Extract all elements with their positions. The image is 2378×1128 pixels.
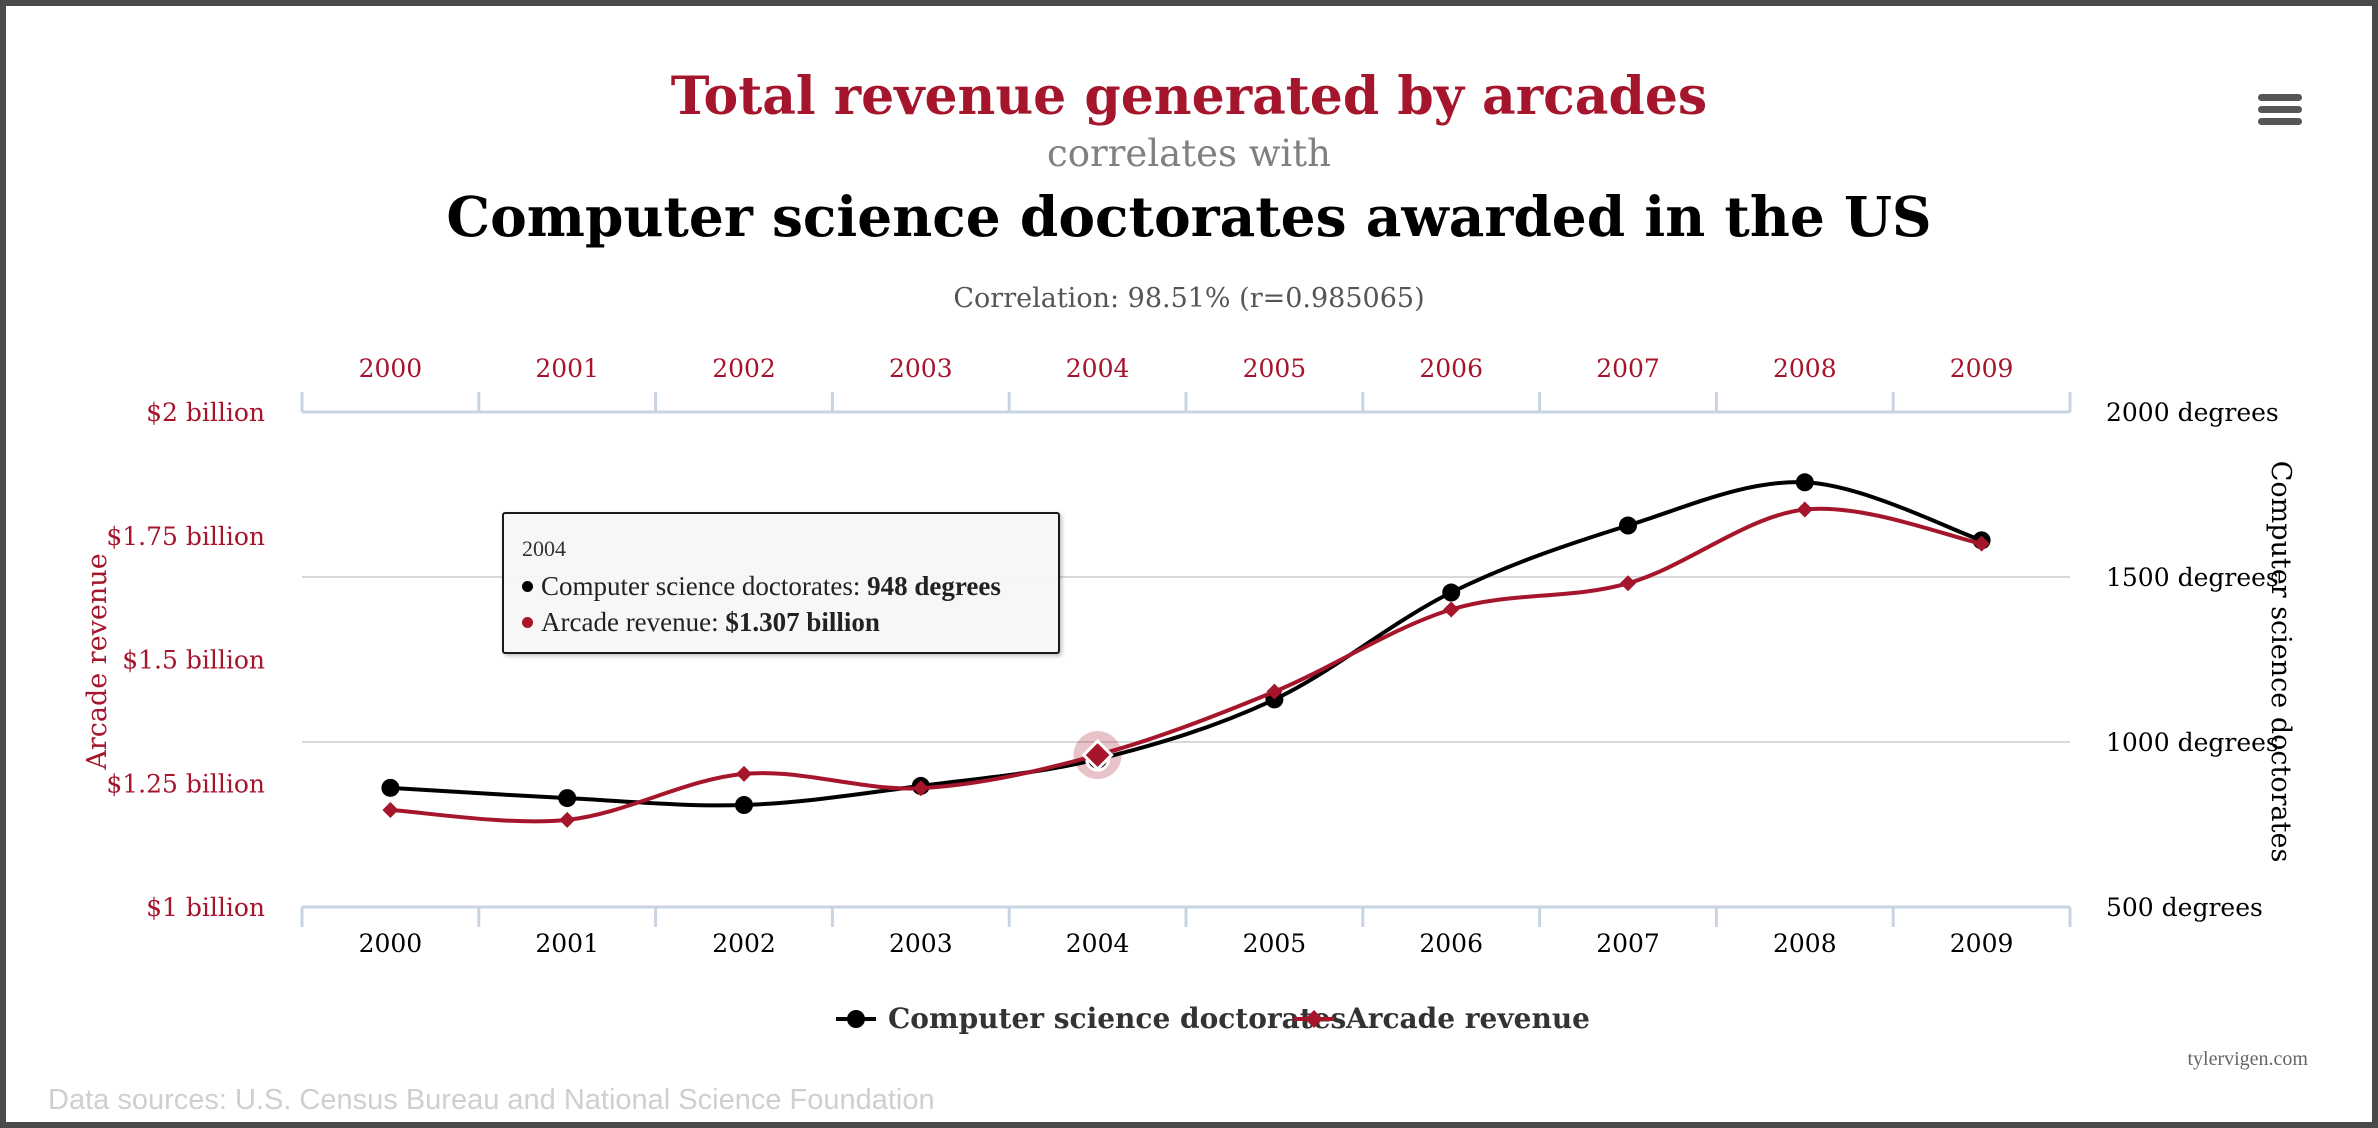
right-tick-label: 1000 degrees: [2106, 728, 2279, 757]
tooltip-row-revenue: Arcade revenue: $1.307 billion: [522, 604, 1058, 640]
right-axis-title: Computer science doctorates: [2265, 461, 2296, 863]
revenue-line: [390, 506, 1982, 824]
bottom-tick-label: 2008: [1773, 929, 1837, 958]
bottom-tick-label: 2009: [1950, 929, 2014, 958]
top-tick-label: 2002: [712, 354, 776, 383]
bottom-tick-label: 2000: [359, 929, 423, 958]
legend-marker-doctorates: [847, 1010, 865, 1028]
top-tick-label: 2000: [359, 354, 423, 383]
tooltip-row-value: $1.307 billion: [725, 607, 880, 637]
doctorates-point: [558, 789, 577, 808]
revenue-point: [1973, 535, 1990, 552]
right-tick-label: 1500 degrees: [2106, 563, 2279, 592]
bottom-tick-label: 2006: [1419, 929, 1483, 958]
tooltip-row-value: 948 degrees: [867, 571, 1001, 601]
tooltip-row-label: Arcade revenue:: [541, 607, 726, 637]
bottom-tick-label: 2004: [1066, 929, 1130, 958]
menu-bar: [2258, 94, 2302, 101]
top-tick-label: 2008: [1773, 354, 1837, 383]
revenue-point: [559, 811, 576, 828]
top-tick-label: 2001: [535, 354, 599, 383]
bottom-tick-label: 2001: [535, 929, 599, 958]
doctorates-point: [381, 778, 400, 797]
revenue-point: [382, 801, 399, 818]
hamburger-menu-icon[interactable]: [2258, 94, 2302, 132]
credit-link[interactable]: tylervigen.com: [2187, 1048, 2308, 1070]
tooltip-year: 2004: [522, 536, 566, 561]
top-tick-label: 2004: [1066, 354, 1130, 383]
top-tick-label: 2005: [1243, 354, 1307, 383]
right-tick-label: 2000 degrees: [2106, 398, 2279, 427]
top-tick-label: 2009: [1950, 354, 2014, 383]
legend-layer[interactable]: Computer science doctorates Arcade revenu…: [836, 1002, 1590, 1035]
top-tick-label: 2006: [1419, 354, 1483, 383]
top-tick-label: 2007: [1596, 354, 1660, 383]
revenue-point: [1620, 575, 1636, 592]
doctorates-line: [390, 480, 1983, 808]
tooltip-row-doctorates: Computer science doctorates: 948 degrees: [522, 568, 1058, 604]
legend-label-revenue: Arcade revenue: [1345, 1002, 1590, 1035]
red-dot-icon: [522, 617, 533, 629]
revenue-point: [1081, 738, 1114, 772]
legend-marker-revenue: [1305, 1010, 1323, 1028]
bottom-tick-label: 2005: [1243, 929, 1307, 958]
axis-layer: 2000200020012001200220022003200320042004…: [82, 354, 2296, 958]
left-axis-title: Arcade revenue: [82, 553, 113, 770]
doctorates-point: [1442, 583, 1461, 602]
left-tick-label: $1.75 billion: [106, 522, 265, 551]
left-tick-label: $1.5 billion: [122, 646, 265, 675]
bottom-tick-label: 2003: [889, 929, 953, 958]
chart-title: Total revenue generated by arcades: [671, 66, 1707, 127]
tooltip-row-label: Computer science doctorates:: [541, 571, 868, 601]
chart-subtitle: Computer science doctorates awarded in t…: [446, 184, 1931, 249]
revenue-point: [912, 780, 929, 797]
doctorates-point: [1619, 516, 1637, 535]
bottom-tick-label: 2007: [1596, 929, 1660, 958]
right-tick-label: 500 degrees: [2106, 893, 2263, 922]
left-tick-label: $2 billion: [146, 398, 265, 427]
revenue-point: [1443, 601, 1460, 618]
series-layer: [381, 473, 1991, 828]
top-tick-label: 2003: [889, 354, 953, 383]
revenue-point: [1266, 683, 1283, 700]
left-tick-label: $1.25 billion: [106, 769, 265, 798]
left-tick-label: $1 billion: [146, 893, 265, 922]
data-source-note: Data sources: U.S. Census Bureau and Nat…: [48, 1084, 935, 1116]
menu-bar: [2258, 106, 2302, 113]
chart-connector: correlates with: [1047, 132, 1331, 175]
doctorates-point: [1795, 473, 1814, 492]
revenue-point: [1796, 501, 1813, 518]
correlation-label: Correlation: 98.51% (r=0.985065): [953, 283, 1424, 314]
black-dot-icon: [522, 581, 533, 593]
doctorates-point: [735, 796, 753, 815]
legend-label-doctorates: Computer science doctorates: [888, 1002, 1346, 1035]
menu-bar: [2258, 118, 2302, 125]
revenue-point: [736, 765, 752, 782]
bottom-tick-label: 2002: [712, 929, 776, 958]
tooltip: 2004 Computer science doctorates: 948 de…: [502, 512, 1060, 654]
